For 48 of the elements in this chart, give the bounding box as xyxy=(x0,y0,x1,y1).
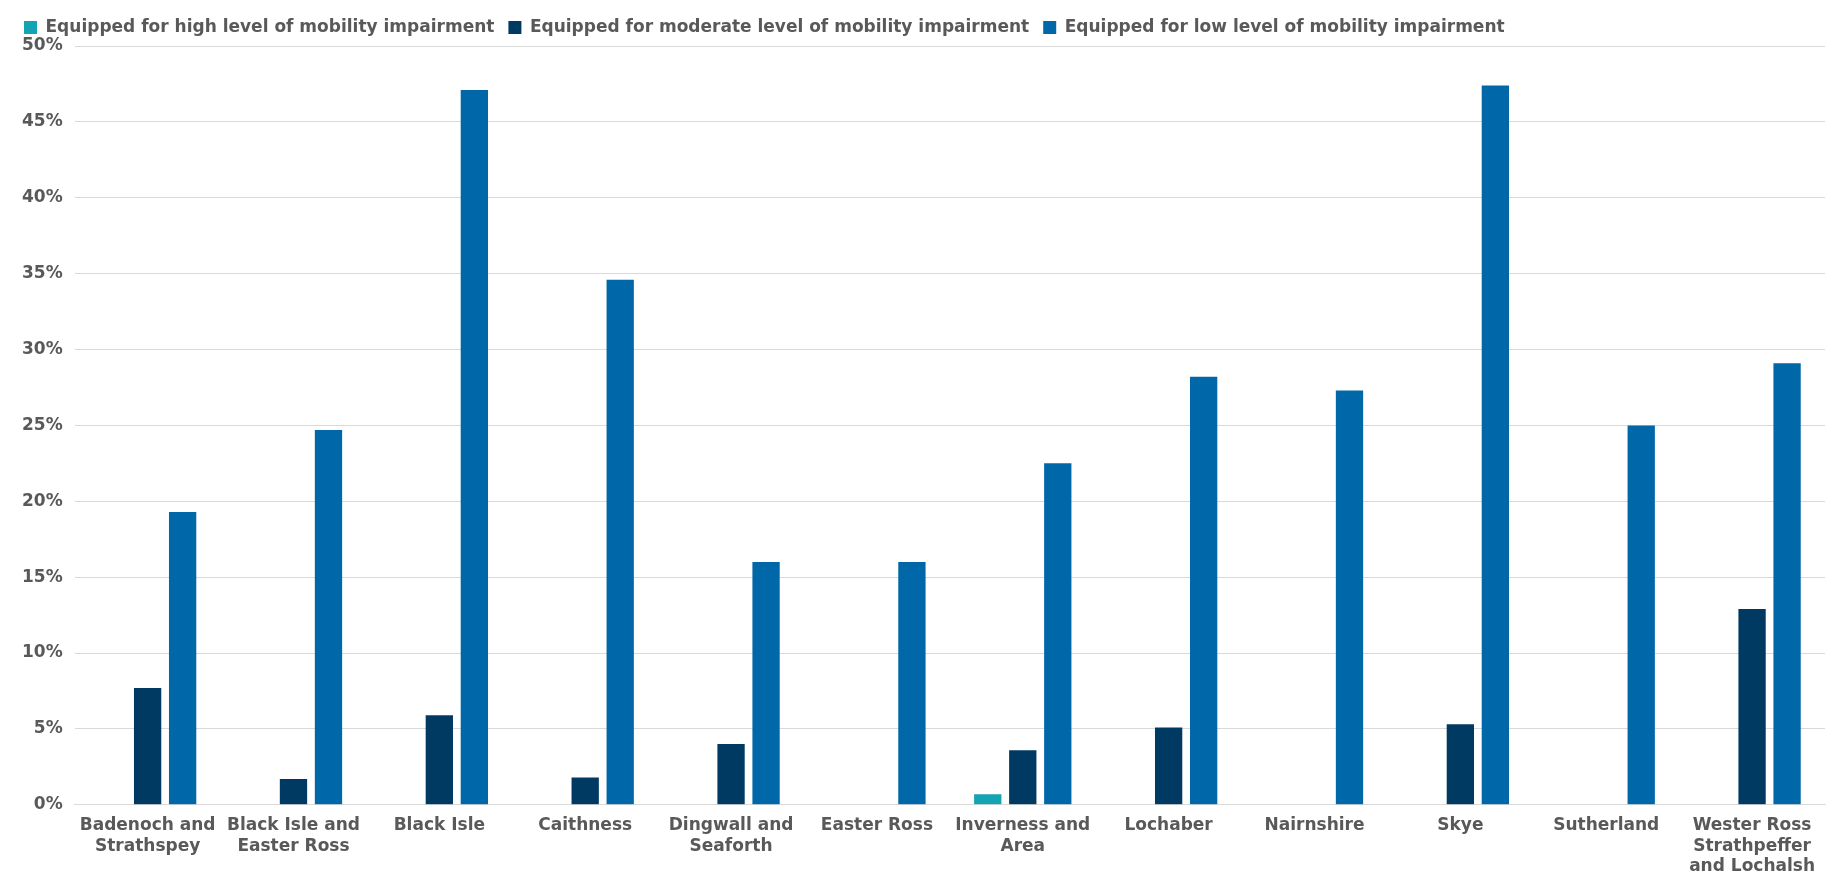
bar xyxy=(168,511,197,805)
x-tick-label: Skye xyxy=(1437,814,1484,835)
y-tick-label: 5% xyxy=(33,717,63,738)
bar xyxy=(1773,363,1801,805)
bar xyxy=(1189,376,1218,805)
y-tick-label: 50% xyxy=(21,34,63,55)
bar xyxy=(460,90,488,805)
bar xyxy=(606,279,634,805)
bar xyxy=(1446,724,1475,805)
bar xyxy=(279,779,308,805)
bar xyxy=(1154,727,1183,805)
bar xyxy=(133,687,162,805)
y-tick-label: 20% xyxy=(21,489,63,510)
y-tick-label: 45% xyxy=(21,110,63,131)
bar xyxy=(1009,750,1037,805)
x-tick-label: Inverness and Area xyxy=(955,814,1091,855)
y-tick-label: 30% xyxy=(21,337,63,358)
x-tick-label: Dingwall and Seaforth xyxy=(668,814,794,855)
y-tick-label: 40% xyxy=(21,186,63,207)
bar xyxy=(1044,463,1072,805)
x-tick-label: Caithness xyxy=(538,814,633,835)
bar xyxy=(571,777,599,805)
x-tick-label: Sutherland xyxy=(1553,814,1660,835)
y-tick-label: 0% xyxy=(33,793,63,814)
bar xyxy=(1738,609,1766,805)
bar xyxy=(898,561,926,805)
legend-label: Equipped for moderate level of mobility impairment xyxy=(529,15,1030,36)
bar xyxy=(1335,390,1364,805)
x-tick-label: Easter Ross xyxy=(820,814,933,835)
bar xyxy=(1627,425,1655,805)
y-tick-label: 35% xyxy=(21,262,63,283)
bar xyxy=(425,715,453,805)
bar xyxy=(314,429,343,805)
x-tick-label: Black Isle xyxy=(393,814,486,835)
y-tick-label: 25% xyxy=(21,413,63,434)
x-tick-label: Black Isle and Easter Ross xyxy=(226,814,360,855)
legend-label: Equipped for high level of mobility impairment xyxy=(45,15,495,36)
bar xyxy=(752,561,780,805)
bar xyxy=(974,794,1002,805)
x-tick-label: Wester Ross Strathpeffer and Lochalsh xyxy=(1689,814,1816,876)
x-tick-label: Nairnshire xyxy=(1264,814,1365,835)
y-tick-label: 10% xyxy=(21,641,63,662)
x-tick-label: Badenoch and Strathspey xyxy=(79,814,216,855)
legend-label: Equipped for low level of mobility impairment xyxy=(1064,15,1505,36)
x-tick-label: Lochaber xyxy=(1124,814,1214,835)
y-tick-label: 15% xyxy=(21,565,63,586)
bar xyxy=(717,744,745,805)
bar xyxy=(1481,85,1510,805)
